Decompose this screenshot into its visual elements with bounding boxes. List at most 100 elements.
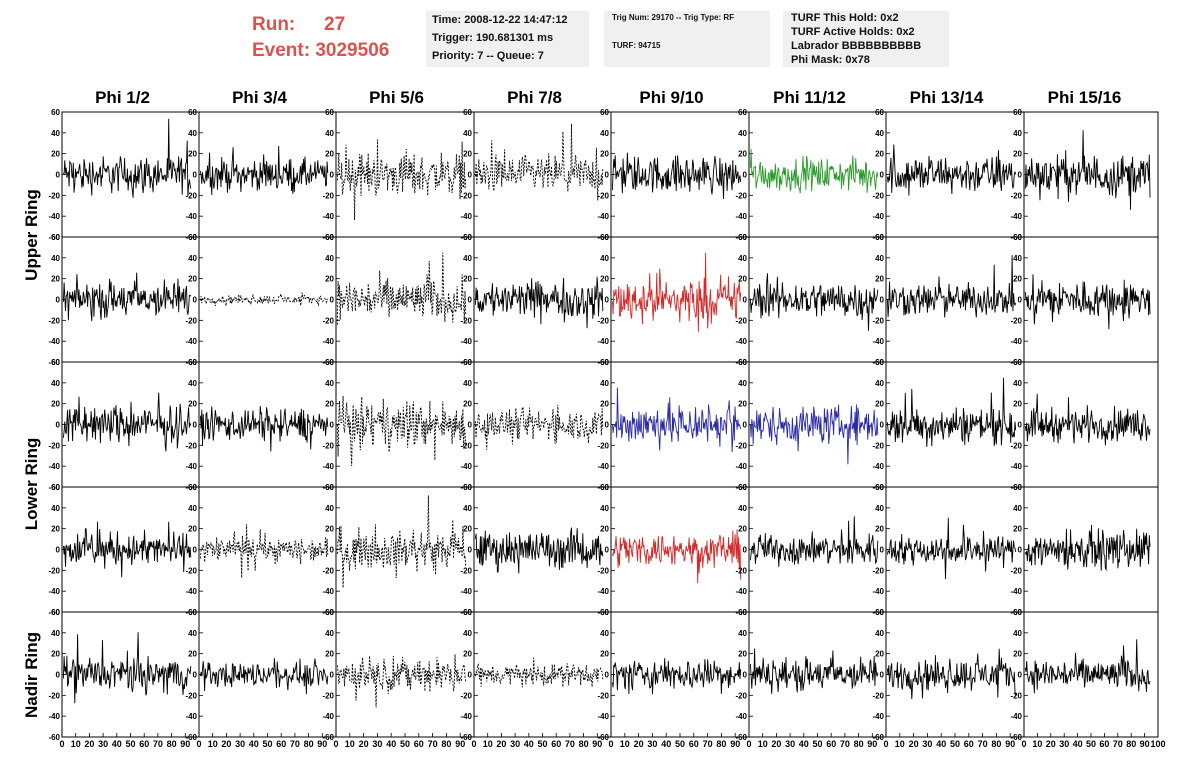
- waveform-r3-c5: [749, 516, 879, 567]
- y-tick-label: -20: [322, 191, 334, 200]
- y-tick-label: 60: [738, 108, 747, 117]
- y-tick-label: 60: [600, 608, 609, 617]
- waveform-r4-c1: [199, 658, 329, 695]
- y-tick-label: 40: [875, 379, 884, 388]
- y-tick-label: -40: [322, 587, 334, 596]
- y-tick-label: 20: [600, 150, 609, 159]
- x-tick-label: 40: [936, 739, 946, 749]
- panel-frame-r4-c6: [885, 611, 1025, 738]
- y-tick-label: 40: [51, 254, 60, 263]
- waveform-r1-c1: [199, 292, 329, 307]
- y-tick-label: 60: [188, 358, 197, 367]
- y-tick-label: 60: [51, 108, 60, 117]
- y-tick-label: 20: [600, 650, 609, 659]
- x-tick-label: 30: [785, 739, 795, 749]
- y-tick-label: 40: [1013, 629, 1022, 638]
- y-tick-label: 60: [875, 483, 884, 492]
- y-tick-label: -60: [735, 733, 747, 742]
- y-tick-label: 40: [738, 129, 747, 138]
- waveform-r4-c2: [336, 654, 467, 708]
- y-tick-label: -40: [48, 337, 60, 346]
- col-header-phi-13-14: Phi 13/14: [909, 88, 984, 107]
- y-tick-label: -40: [597, 712, 609, 721]
- x-tick-label: 70: [428, 739, 438, 749]
- y-tick-label: 20: [51, 400, 60, 409]
- x-tick-label: 90: [317, 739, 327, 749]
- y-tick-label: 0: [1018, 296, 1023, 305]
- waveform-r4-c4: [611, 658, 742, 695]
- y-tick-label: 0: [880, 296, 885, 305]
- waveform-r2-c3: [474, 404, 604, 450]
- y-tick-label: -40: [185, 587, 197, 596]
- time-text: Time: 2008-12-22 14:47:12: [432, 14, 568, 26]
- waveform-r2-c0: [62, 392, 192, 452]
- x-tick-label: 60: [964, 739, 974, 749]
- y-tick-label: 40: [1013, 504, 1022, 513]
- y-tick-label: 20: [463, 150, 472, 159]
- y-tick-label: 20: [1013, 150, 1022, 159]
- y-tick-label: 0: [56, 546, 61, 555]
- y-tick-label: 60: [738, 483, 747, 492]
- y-tick-label: 0: [330, 671, 335, 680]
- y-tick-label: -20: [185, 566, 197, 575]
- y-tick-label: 40: [1013, 379, 1022, 388]
- y-tick-label: -40: [1010, 462, 1022, 471]
- y-tick-label: -60: [1010, 733, 1022, 742]
- waveform-r4-c7: [1024, 639, 1151, 694]
- y-tick-label: 60: [1013, 233, 1022, 242]
- col-header-phi-7-8: Phi 7/8: [507, 88, 562, 107]
- y-tick-label: -40: [48, 712, 60, 721]
- waveform-r4-c3: [474, 657, 604, 688]
- y-tick-label: -40: [185, 712, 197, 721]
- y-tick-label: -40: [872, 212, 884, 221]
- y-tick-label: -20: [735, 316, 747, 325]
- x-tick-label: 70: [840, 739, 850, 749]
- y-tick-label: 0: [605, 421, 610, 430]
- x-tick-label: 90: [730, 739, 740, 749]
- y-tick-label: 0: [1018, 671, 1023, 680]
- y-tick-label: 60: [325, 233, 334, 242]
- y-tick-label: 60: [1013, 358, 1022, 367]
- waveform-r3-c2: [336, 495, 467, 588]
- y-tick-label: 0: [1018, 421, 1023, 430]
- x-tick-label: 60: [1099, 739, 1109, 749]
- x-tick-label: 10: [208, 739, 218, 749]
- y-tick-label: 60: [463, 233, 472, 242]
- y-tick-label: 60: [325, 108, 334, 117]
- waveform-r2-c6: [886, 377, 1017, 447]
- y-tick-label: 20: [875, 275, 884, 284]
- y-tick-label: 20: [188, 275, 197, 284]
- y-tick-label: 20: [51, 650, 60, 659]
- y-tick-label: 0: [193, 171, 198, 180]
- x-tick-label: 20: [221, 739, 231, 749]
- y-tick-label: -40: [185, 212, 197, 221]
- y-tick-label: 40: [51, 504, 60, 513]
- y-tick-label: 40: [463, 129, 472, 138]
- y-tick-label: 0: [330, 296, 335, 305]
- y-tick-label: 20: [738, 400, 747, 409]
- y-tick-label: 60: [738, 233, 747, 242]
- x-tick-label: 90: [867, 739, 877, 749]
- y-tick-label: 40: [738, 629, 747, 638]
- y-tick-label: 20: [463, 400, 472, 409]
- y-tick-label: 0: [880, 171, 885, 180]
- trig-num-text: Trig Num: 29170 -- Trig Type: RF: [612, 13, 735, 22]
- y-tick-label: -20: [185, 441, 197, 450]
- y-tick-label: -60: [48, 233, 60, 242]
- y-tick-label: 20: [875, 525, 884, 534]
- y-tick-label: 40: [463, 629, 472, 638]
- col-header-phi-5-6: Phi 5/6: [369, 88, 424, 107]
- y-tick-label: 0: [605, 546, 610, 555]
- y-tick-label: 60: [875, 608, 884, 617]
- waveform-r1-c7: [1024, 274, 1151, 330]
- y-tick-label: -40: [1010, 712, 1022, 721]
- col-header-phi-15-16: Phi 15/16: [1047, 88, 1122, 107]
- x-tick-label: 30: [647, 739, 657, 749]
- y-tick-label: 40: [51, 379, 60, 388]
- y-tick-label: 0: [468, 421, 473, 430]
- y-tick-label: 0: [193, 546, 198, 555]
- y-tick-label: 40: [600, 379, 609, 388]
- y-tick-label: 0: [880, 546, 885, 555]
- y-tick-label: -20: [48, 441, 60, 450]
- x-tick-label: 10: [1032, 739, 1042, 749]
